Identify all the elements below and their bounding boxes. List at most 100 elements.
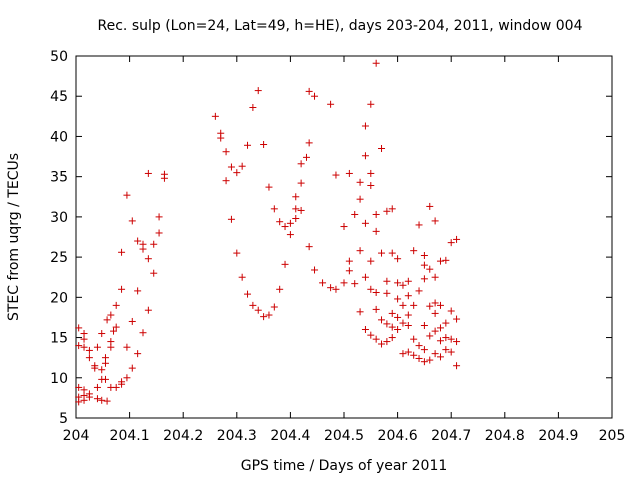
data-point: [378, 145, 386, 153]
data-point: [367, 100, 375, 108]
data-point: [227, 215, 235, 223]
data-point: [265, 311, 273, 319]
y-axis-label: STEC from uqrg / TECUs: [6, 153, 22, 321]
data-point: [394, 255, 402, 263]
data-point: [112, 301, 120, 309]
data-point: [404, 292, 412, 300]
x-tick-label: 204.9: [538, 428, 578, 444]
data-point: [305, 139, 313, 147]
data-point: [372, 289, 380, 297]
data-point: [327, 284, 335, 292]
data-point: [367, 331, 375, 339]
data-point: [426, 356, 434, 364]
data-point: [112, 323, 120, 331]
data-point: [150, 269, 158, 277]
y-tick-label: 15: [50, 331, 68, 347]
data-point: [415, 354, 423, 362]
y-axis-ticks: 5 10 15 20 25 30 35 40 45 50: [50, 49, 612, 427]
data-point: [155, 229, 163, 237]
data-point: [399, 281, 407, 289]
data-point: [431, 327, 439, 335]
data-point: [410, 335, 418, 343]
data-point: [80, 335, 88, 343]
data-point: [75, 324, 83, 332]
data-point: [436, 324, 444, 332]
data-point: [112, 383, 120, 391]
data-point: [383, 207, 391, 215]
data-point: [431, 273, 439, 281]
data-point: [292, 214, 300, 222]
data-point: [383, 289, 391, 297]
x-axis-label: GPS time / Days of year 2011: [241, 458, 448, 474]
data-point: [394, 326, 402, 334]
data-point: [238, 273, 246, 281]
data-point: [447, 307, 455, 315]
data-point: [144, 169, 152, 177]
data-point: [103, 397, 111, 405]
x-tick-label: 204.3: [217, 428, 257, 444]
data-point: [155, 213, 163, 221]
data-point: [378, 316, 386, 324]
data-point: [98, 330, 106, 338]
data-point: [211, 112, 219, 120]
data-point: [249, 103, 257, 111]
data-point: [378, 249, 386, 257]
x-tick-label: 204: [63, 428, 90, 444]
data-point: [436, 257, 444, 265]
data-point: [222, 177, 230, 185]
data-point: [426, 332, 434, 340]
data-point: [431, 350, 439, 358]
data-point: [292, 205, 300, 213]
data-point: [404, 321, 412, 329]
data-point: [399, 350, 407, 358]
data-point: [447, 335, 455, 343]
data-point: [123, 374, 131, 382]
y-tick-label: 40: [50, 129, 68, 145]
x-tick-label: 204.4: [270, 428, 310, 444]
data-point: [270, 303, 278, 311]
data-point: [319, 279, 327, 287]
data-point: [394, 279, 402, 287]
data-points: [75, 59, 461, 406]
x-axis-ticks: 204 204.1 204.2 204.3 204.4 204.5 204.6 204.7 20…: [63, 56, 625, 444]
data-point: [436, 353, 444, 361]
data-point: [372, 227, 380, 235]
data-point: [85, 354, 93, 362]
data-point: [144, 306, 152, 314]
data-point: [415, 342, 423, 350]
plot-frame: [75, 55, 613, 419]
data-point: [361, 273, 369, 281]
data-point: [101, 359, 109, 367]
data-point: [98, 366, 106, 374]
data-point: [98, 396, 106, 404]
data-point: [297, 179, 305, 187]
data-point: [85, 346, 93, 354]
data-point: [442, 256, 450, 264]
data-point: [85, 393, 93, 401]
data-point: [160, 174, 168, 182]
data-point: [134, 287, 142, 295]
data-point: [254, 87, 262, 95]
data-point: [150, 240, 158, 248]
data-point: [107, 311, 115, 319]
data-point: [410, 301, 418, 309]
data-point: [394, 295, 402, 303]
data-point: [367, 169, 375, 177]
data-point: [361, 152, 369, 160]
data-point: [233, 169, 241, 177]
data-point: [383, 320, 391, 328]
data-point: [442, 346, 450, 354]
data-point: [388, 323, 396, 331]
y-tick-label: 45: [50, 89, 68, 105]
data-point: [244, 290, 252, 298]
data-point: [453, 235, 461, 243]
data-point: [260, 140, 268, 148]
data-point: [431, 309, 439, 317]
data-point: [227, 163, 235, 171]
data-point: [404, 311, 412, 319]
data-point: [297, 206, 305, 214]
data-point: [118, 248, 126, 256]
data-point: [404, 277, 412, 285]
data-point: [453, 362, 461, 370]
